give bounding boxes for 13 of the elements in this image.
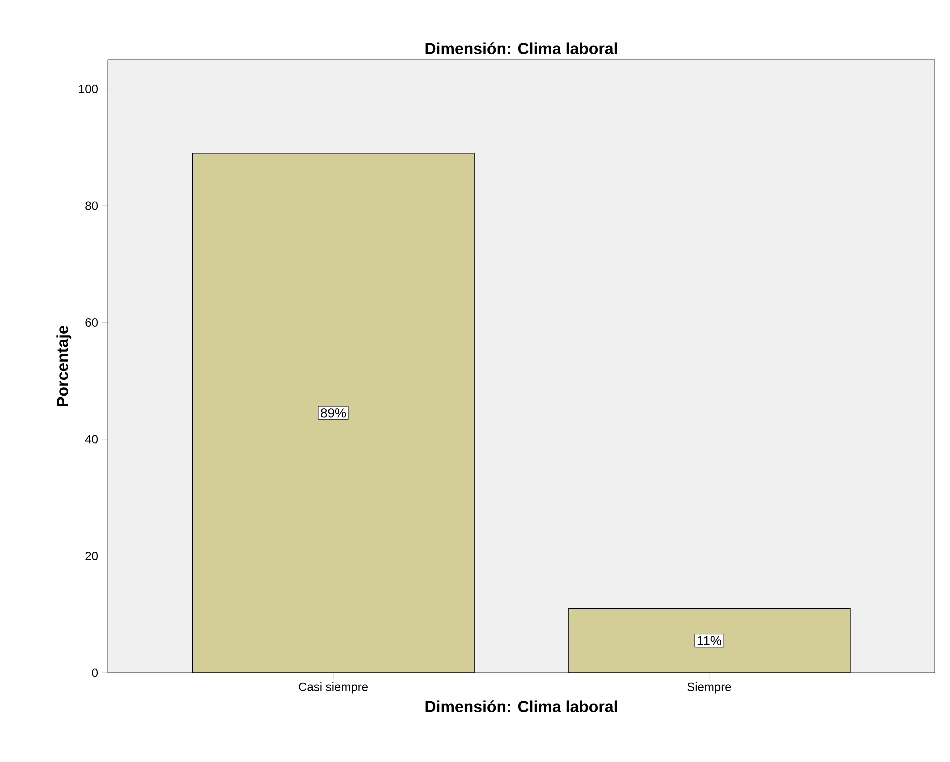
data-label: 11% bbox=[698, 636, 722, 646]
x-tick-label: Casi siempre bbox=[299, 682, 368, 694]
y-tick-label: 20 bbox=[86, 552, 98, 560]
y-tick-label: 80 bbox=[86, 202, 98, 210]
chart-title: Dimensión: Clima laboral bbox=[426, 42, 618, 54]
y-tick-label: 40 bbox=[85, 435, 98, 444]
x-tick-label: Siempre bbox=[688, 682, 732, 694]
y-tick-label: 100 bbox=[79, 84, 98, 94]
y-axis-title: Porcentaje bbox=[56, 326, 72, 406]
y-tick-label: 0 bbox=[92, 668, 98, 678]
y-tick-label: 60 bbox=[86, 318, 98, 327]
data-label: 89% bbox=[321, 408, 346, 418]
x-axis-title: Dimensión: Clima laboral bbox=[426, 700, 618, 712]
